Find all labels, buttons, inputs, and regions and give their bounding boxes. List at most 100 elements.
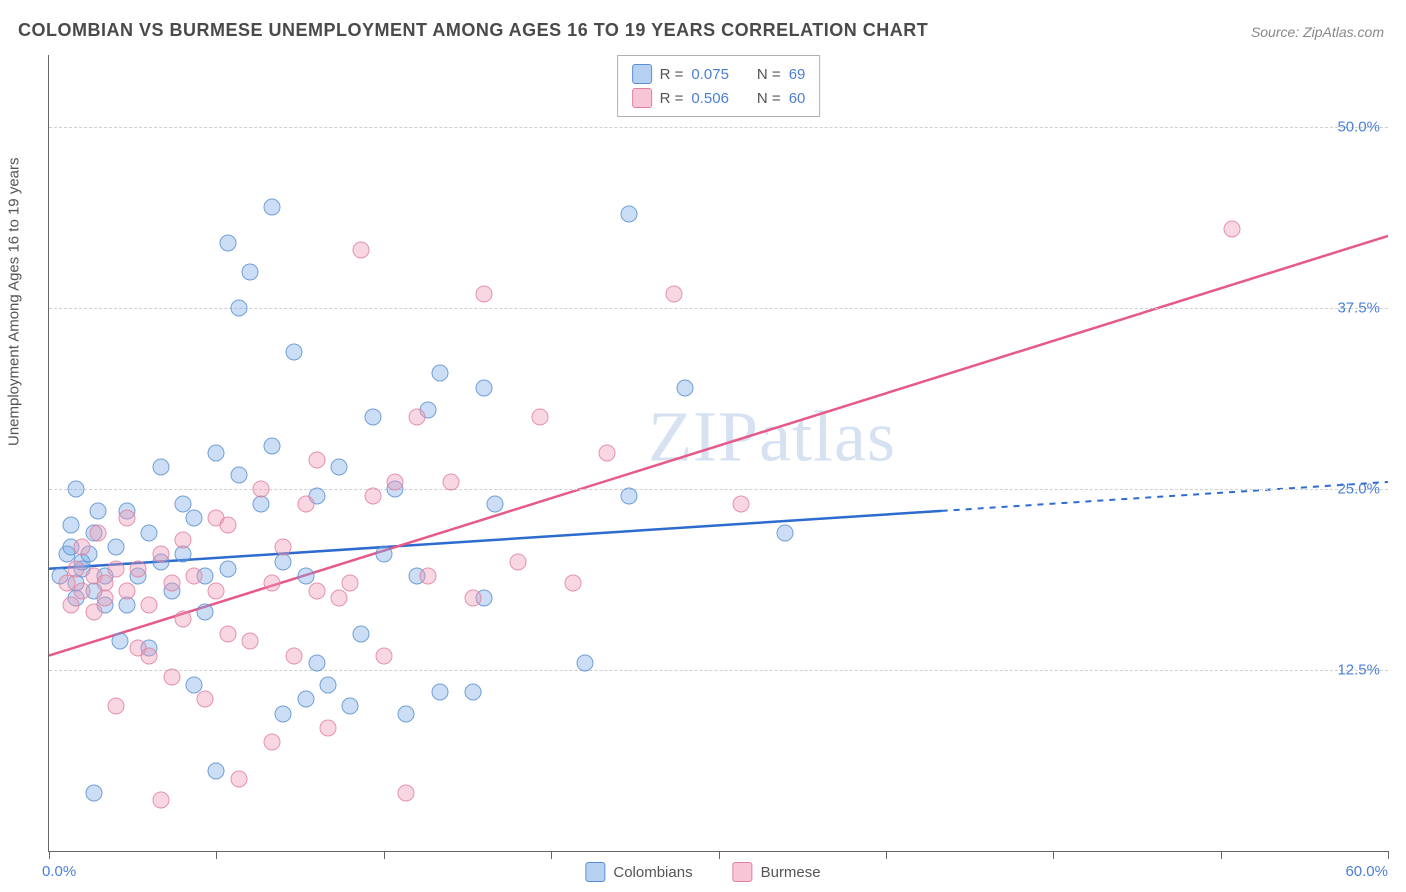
- scatter-point: [219, 235, 236, 252]
- scatter-point: [777, 524, 794, 541]
- scatter-point: [353, 625, 370, 642]
- scatter-point: [465, 589, 482, 606]
- scatter-point: [186, 510, 203, 527]
- scatter-point: [253, 481, 270, 498]
- scatter-point: [264, 198, 281, 215]
- x-tick: [886, 851, 887, 859]
- legend-r-label: R =: [660, 66, 684, 83]
- x-tick: [384, 851, 385, 859]
- scatter-point: [163, 669, 180, 686]
- scatter-point: [476, 285, 493, 302]
- x-tick: [216, 851, 217, 859]
- scatter-point: [107, 560, 124, 577]
- scatter-point: [112, 633, 129, 650]
- scatter-point: [509, 553, 526, 570]
- scatter-point: [431, 365, 448, 382]
- chart-title: COLOMBIAN VS BURMESE UNEMPLOYMENT AMONG …: [18, 20, 928, 41]
- scatter-point: [174, 611, 191, 628]
- scatter-point: [63, 596, 80, 613]
- y-tick-label: 25.0%: [1337, 481, 1380, 498]
- scatter-point: [152, 459, 169, 476]
- legend-row: R =0.075N =69: [632, 62, 806, 86]
- scatter-point: [275, 705, 292, 722]
- trend-line: [49, 236, 1388, 656]
- y-tick-label: 50.0%: [1337, 119, 1380, 136]
- legend-swatch-icon: [585, 862, 605, 882]
- scatter-point: [531, 408, 548, 425]
- scatter-point: [85, 604, 102, 621]
- scatter-point: [230, 770, 247, 787]
- y-tick-label: 12.5%: [1337, 662, 1380, 679]
- legend-item-burmese: Burmese: [733, 862, 821, 882]
- scatter-point: [186, 568, 203, 585]
- scatter-point: [677, 379, 694, 396]
- scatter-point: [174, 495, 191, 512]
- x-axis-max-label: 60.0%: [1345, 863, 1388, 880]
- scatter-point: [119, 582, 136, 599]
- scatter-point: [219, 560, 236, 577]
- scatter-point: [130, 560, 147, 577]
- scatter-point: [90, 524, 107, 541]
- legend-n-label: N =: [757, 90, 781, 107]
- scatter-point: [319, 676, 336, 693]
- x-axis-min-label: 0.0%: [42, 863, 76, 880]
- scatter-point: [197, 604, 214, 621]
- x-tick: [551, 851, 552, 859]
- legend-n-value: 69: [789, 66, 806, 83]
- scatter-point: [308, 654, 325, 671]
- scatter-point: [58, 575, 75, 592]
- scatter-point: [264, 734, 281, 751]
- scatter-point: [386, 473, 403, 490]
- x-tick: [1221, 851, 1222, 859]
- scatter-point: [141, 647, 158, 664]
- watermark-text: ZIPatlas: [648, 396, 896, 479]
- x-tick: [719, 851, 720, 859]
- scatter-point: [152, 792, 169, 809]
- scatter-point: [297, 495, 314, 512]
- scatter-point: [208, 763, 225, 780]
- scatter-point: [375, 647, 392, 664]
- scatter-point: [565, 575, 582, 592]
- scatter-point: [1223, 220, 1240, 237]
- legend-label: Colombians: [613, 864, 692, 881]
- scatter-point: [342, 698, 359, 715]
- scatter-point: [197, 691, 214, 708]
- scatter-point: [163, 575, 180, 592]
- correlation-legend: R =0.075N =69R =0.506N =60: [617, 55, 821, 117]
- legend-r-label: R =: [660, 90, 684, 107]
- scatter-point: [286, 647, 303, 664]
- scatter-point: [230, 300, 247, 317]
- scatter-point: [174, 546, 191, 563]
- scatter-point: [476, 379, 493, 396]
- scatter-point: [576, 654, 593, 671]
- scatter-point: [174, 531, 191, 548]
- scatter-point: [375, 546, 392, 563]
- y-axis-label: Unemployment Among Ages 16 to 19 years: [6, 157, 23, 446]
- scatter-point: [152, 546, 169, 563]
- scatter-point: [67, 481, 84, 498]
- x-tick: [1053, 851, 1054, 859]
- scatter-point: [264, 437, 281, 454]
- scatter-point: [107, 539, 124, 556]
- scatter-point: [297, 568, 314, 585]
- scatter-point: [67, 560, 84, 577]
- scatter-point: [308, 452, 325, 469]
- scatter-point: [85, 785, 102, 802]
- scatter-point: [398, 705, 415, 722]
- legend-item-colombians: Colombians: [585, 862, 692, 882]
- x-tick: [1388, 851, 1389, 859]
- trend-line-dashed: [942, 482, 1388, 511]
- scatter-point: [141, 596, 158, 613]
- scatter-point: [621, 206, 638, 223]
- series-legend: Colombians Burmese: [585, 862, 820, 882]
- source-credit: Source: ZipAtlas.com: [1251, 24, 1384, 40]
- scatter-point: [74, 582, 91, 599]
- scatter-point: [353, 242, 370, 259]
- gridline: [49, 489, 1388, 490]
- scatter-point: [364, 488, 381, 505]
- scatter-point: [241, 633, 258, 650]
- scatter-point: [319, 719, 336, 736]
- chart-plot-area: ZIPatlas R =0.075N =69R =0.506N =60 12.5…: [48, 55, 1388, 852]
- legend-swatch-icon: [733, 862, 753, 882]
- scatter-point: [230, 466, 247, 483]
